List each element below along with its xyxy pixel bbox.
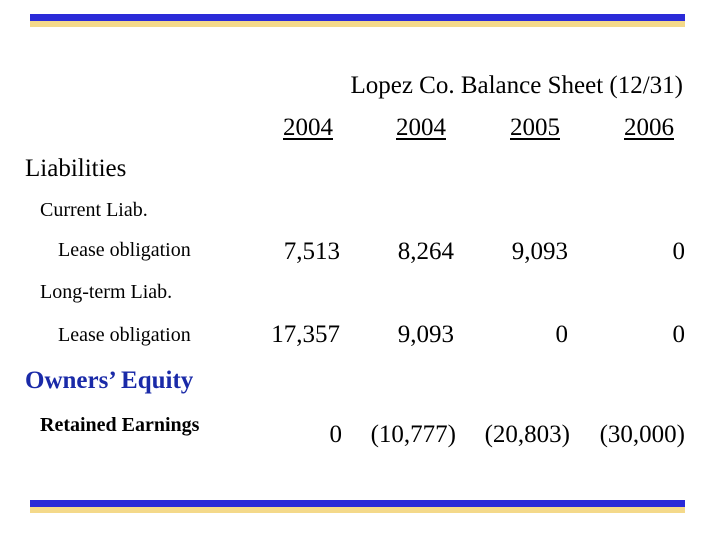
current-lease-value-3: 9,093	[511, 238, 568, 265]
liabilities-heading: Liabilities	[25, 155, 127, 182]
year-header-3: 2005	[510, 114, 560, 141]
retained-earnings-value-4: (30,000)	[599, 421, 685, 448]
retained-earnings-label: Retained Earnings	[40, 414, 200, 436]
long-term-lease-value-3: 0	[555, 321, 569, 348]
current-lease-label: Lease obligation	[58, 239, 191, 261]
current-lease-value-1: 7,513	[283, 238, 340, 265]
year-header-2: 2004	[396, 114, 446, 141]
current-liab-label: Current Liab.	[40, 199, 148, 221]
long-term-lease-value-1: 17,357	[271, 321, 340, 348]
year-header-1: 2004	[283, 114, 333, 141]
year-header-4: 2006	[624, 114, 674, 141]
long-term-lease-label: Lease obligation	[58, 324, 191, 346]
long-term-lease-value-2: 9,093	[397, 321, 454, 348]
long-term-liab-label: Long-term Liab.	[40, 281, 173, 303]
owners-equity-heading: Owners’ Equity	[25, 367, 194, 394]
page-title: Lopez Co. Balance Sheet (12/31)	[350, 72, 683, 99]
current-lease-value-4: 0	[672, 238, 686, 265]
long-term-lease-value-4: 0	[672, 321, 686, 348]
bottom-divider-bar	[30, 500, 685, 513]
retained-earnings-value-3: (20,803)	[484, 421, 570, 448]
top-divider-bar	[30, 14, 685, 27]
current-lease-value-2: 8,264	[397, 238, 454, 265]
retained-earnings-value-2: (10,777)	[370, 421, 456, 448]
retained-earnings-value-1: 0	[329, 421, 343, 448]
